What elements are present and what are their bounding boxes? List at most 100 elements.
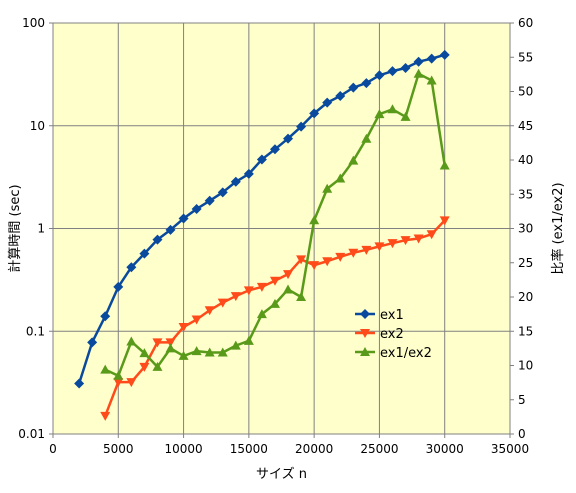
x-axis-label: サイズ n <box>256 466 307 482</box>
data-point <box>191 346 202 356</box>
data-point <box>126 336 137 346</box>
right-y-tick-label: 20 <box>518 290 533 304</box>
legend-marker <box>360 347 370 356</box>
right-y-tick-label: 0 <box>518 427 526 441</box>
right-y-tick-label: 40 <box>518 153 533 167</box>
data-point <box>426 75 437 85</box>
data-point <box>256 282 267 292</box>
data-point <box>335 173 346 183</box>
data-point <box>243 335 254 345</box>
data-point <box>374 70 385 81</box>
data-point <box>413 68 424 78</box>
right-y-tick-label: 25 <box>518 256 533 270</box>
data-point <box>400 62 411 73</box>
left-y-tick-label: 100 <box>22 16 45 30</box>
data-point <box>100 364 111 374</box>
right-y-tick-label: 60 <box>518 16 533 30</box>
right-y-axis-ticks: 0 5 10 15 20 25 30 35 40 45 50 55 60 <box>510 16 533 441</box>
data-point <box>217 298 228 308</box>
data-point <box>230 292 241 302</box>
x-tick-label: 5000 <box>103 442 134 456</box>
data-point <box>439 216 450 226</box>
data-point <box>217 347 228 357</box>
data-point <box>387 104 398 114</box>
data-point <box>100 311 111 322</box>
data-point <box>348 155 359 165</box>
data-point <box>269 276 280 286</box>
data-point <box>74 378 85 389</box>
left-y-axis-ticks: 0.01 0.1 1 10 100 <box>18 16 53 441</box>
data-point <box>296 292 307 301</box>
data-point <box>178 213 189 224</box>
data-point <box>309 108 320 119</box>
data-point <box>387 239 398 249</box>
right-y-tick-label: 35 <box>518 187 533 201</box>
data-point <box>165 224 176 235</box>
data-point <box>191 203 202 214</box>
data-point <box>165 338 176 348</box>
data-point <box>322 97 333 108</box>
left-y-tick-label: 1 <box>37 222 45 236</box>
series-layer <box>74 49 450 421</box>
x-tick-label: 15000 <box>230 442 268 456</box>
data-point <box>87 337 98 348</box>
data-point <box>126 262 137 273</box>
data-point <box>309 215 320 225</box>
data-point <box>309 261 320 271</box>
data-point <box>165 343 176 353</box>
left-y-tick-label: 0.01 <box>18 427 45 441</box>
data-point <box>283 270 294 280</box>
right-y-axis-label: 比率 (ex1/ex2) <box>550 182 566 274</box>
data-point <box>113 370 124 380</box>
x-tick-label: 30000 <box>426 442 464 456</box>
legend-marker <box>360 329 370 338</box>
data-point <box>400 111 411 121</box>
x-axis-ticks: 0 5000 10000 15000 20000 25000 30000 35000 <box>49 434 529 456</box>
data-point <box>126 378 137 388</box>
data-point <box>256 154 267 165</box>
x-tick-label: 25000 <box>360 442 398 456</box>
data-point <box>374 242 385 252</box>
data-point <box>361 78 372 89</box>
data-point <box>361 133 372 143</box>
data-point <box>243 286 254 296</box>
legend-marker <box>360 309 370 319</box>
data-point <box>335 252 346 262</box>
data-point <box>439 160 450 170</box>
data-point <box>296 255 307 265</box>
data-point <box>269 144 280 155</box>
data-point <box>217 187 228 198</box>
data-point <box>400 236 411 246</box>
legend: ex1 ex2 ex1/ex2 <box>355 308 432 361</box>
data-point <box>230 340 241 350</box>
data-point <box>243 168 254 179</box>
x-tick-label: 20000 <box>295 442 333 456</box>
data-point <box>413 56 424 67</box>
data-point <box>296 121 307 132</box>
data-point <box>374 109 385 119</box>
data-point <box>178 322 189 332</box>
data-point <box>230 176 241 187</box>
data-point <box>439 49 450 60</box>
series-ex2 <box>100 216 450 421</box>
data-point <box>152 234 163 245</box>
data-point <box>139 348 150 358</box>
data-point <box>100 411 111 421</box>
data-point <box>426 53 437 64</box>
data-point <box>178 350 189 360</box>
data-point <box>204 195 215 206</box>
data-point <box>335 90 346 101</box>
right-y-tick-label: 55 <box>518 50 533 64</box>
x-tick-label: 0 <box>49 442 57 456</box>
data-point <box>256 309 267 319</box>
data-point <box>361 245 372 255</box>
left-y-axis-label: 計算時間 (sec) <box>7 184 23 272</box>
left-y-tick-label: 0.1 <box>26 324 45 338</box>
data-point <box>152 361 163 371</box>
right-y-tick-label: 15 <box>518 324 533 338</box>
x-tick-label: 10000 <box>164 442 202 456</box>
data-point <box>191 315 202 325</box>
right-y-tick-label: 45 <box>518 119 533 133</box>
